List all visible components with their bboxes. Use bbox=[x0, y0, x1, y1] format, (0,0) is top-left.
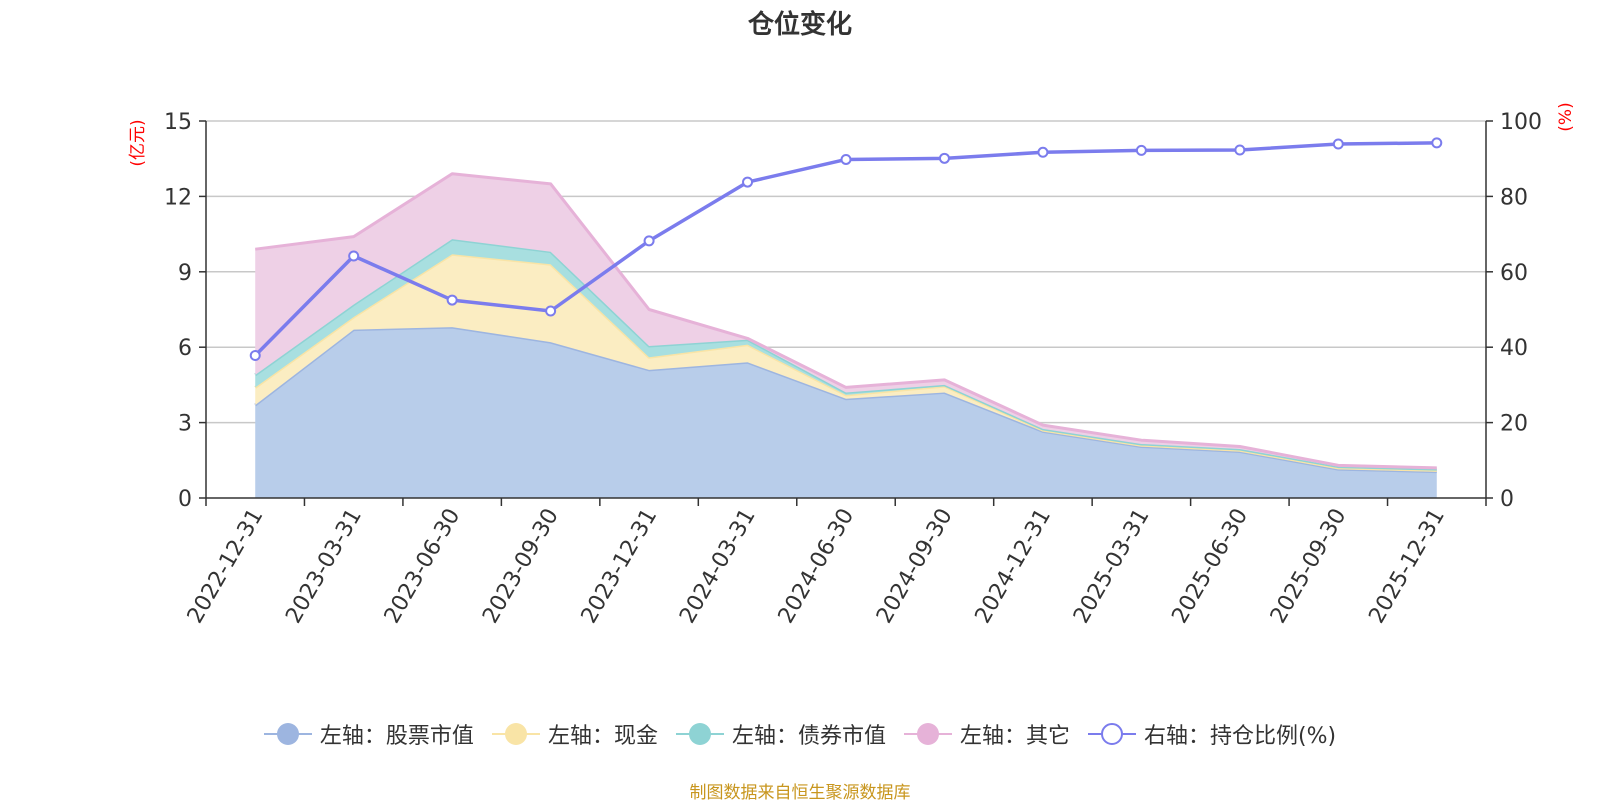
x-axis-tick-label: 2024-12-31 bbox=[971, 505, 1057, 628]
ratio-point bbox=[1431, 137, 1443, 149]
x-axis-tick-label: 2023-03-31 bbox=[281, 505, 367, 628]
legend-ratio-icon bbox=[1087, 722, 1136, 746]
left-axis-tick-label: 0 bbox=[178, 487, 192, 512]
legend-stock-label: 左轴：股票市值 bbox=[319, 724, 474, 749]
chart-title: 仓位变化 bbox=[747, 10, 852, 40]
ratio-point bbox=[348, 250, 360, 262]
right-axis-tick-label: 60 bbox=[1500, 261, 1528, 286]
right-axis-unit: (%) bbox=[1556, 102, 1576, 131]
x-axis-tick-label: 2024-09-30 bbox=[872, 505, 958, 628]
legend-item-bond[interactable]: 左轴：债券市值 bbox=[675, 718, 886, 750]
ratio-point bbox=[446, 294, 458, 306]
right-axis-tick-label: 0 bbox=[1500, 487, 1514, 512]
data-source: 制图数据来自恒生聚源数据库 bbox=[689, 783, 911, 803]
ratio-point bbox=[938, 152, 950, 164]
legend-item-stock[interactable]: 左轴：股票市值 bbox=[263, 718, 474, 750]
x-axis-tick-label: 2023-09-30 bbox=[478, 505, 564, 628]
area-series-3 bbox=[255, 173, 1437, 470]
x-axis-tick-label: 2023-06-30 bbox=[380, 504, 466, 627]
ratio-point bbox=[840, 153, 852, 165]
legend-other-icon bbox=[903, 722, 952, 746]
x-axis-tick-label: 2025-03-31 bbox=[1069, 505, 1155, 628]
right-axis-tick-label: 20 bbox=[1500, 412, 1528, 437]
legend-item-other[interactable]: 左轴：其它 bbox=[903, 718, 1070, 750]
ratio-point bbox=[1332, 138, 1344, 150]
left-axis-tick-label: 9 bbox=[178, 261, 192, 286]
ratio-point bbox=[1135, 144, 1147, 156]
right-axis-tick-label: 40 bbox=[1500, 336, 1528, 361]
x-axis-tick-label: 2024-03-31 bbox=[675, 505, 761, 628]
ratio-point bbox=[643, 235, 655, 247]
legend: 左轴：股票市值 左轴：现金 左轴：债券市值 左轴：其它 右轴：持仓比例(%) bbox=[0, 718, 1600, 750]
x-axis-tick-label: 2022-12-31 bbox=[183, 505, 269, 628]
ratio-point bbox=[1037, 146, 1049, 158]
ratio-point bbox=[1234, 144, 1246, 156]
x-axis-tick-label: 2023-12-31 bbox=[577, 505, 663, 628]
ratio-point bbox=[742, 176, 754, 188]
legend-bond-label: 左轴：债券市值 bbox=[731, 724, 886, 749]
area-series-0 bbox=[255, 327, 1437, 498]
left-axis-unit: (亿元) bbox=[128, 119, 148, 166]
legend-other-label: 左轴：其它 bbox=[959, 724, 1070, 749]
legend-ratio-label: 右轴：持仓比例(%) bbox=[1143, 724, 1337, 749]
x-axis-tick-label: 2025-09-30 bbox=[1266, 505, 1352, 628]
left-axis-tick-label: 6 bbox=[178, 336, 192, 361]
x-axis-tick-label: 2025-06-30 bbox=[1167, 505, 1253, 628]
left-axis-tick-label: 3 bbox=[178, 412, 192, 437]
legend-bond-icon bbox=[675, 722, 724, 746]
ratio-point bbox=[545, 305, 557, 317]
ratio-point bbox=[249, 349, 261, 361]
right-axis-tick-label: 80 bbox=[1500, 185, 1528, 210]
legend-item-cash[interactable]: 左轴：现金 bbox=[491, 718, 658, 750]
legend-item-ratio[interactable]: 右轴：持仓比例(%) bbox=[1087, 718, 1337, 750]
legend-cash-icon bbox=[491, 722, 540, 746]
x-axis-tick-label: 2025-12-31 bbox=[1364, 505, 1450, 628]
right-axis-tick-label: 100 bbox=[1500, 110, 1542, 135]
legend-cash-label: 左轴：现金 bbox=[547, 724, 658, 749]
left-axis-tick-label: 12 bbox=[164, 185, 192, 210]
legend-stock-icon bbox=[263, 722, 312, 746]
x-axis-tick-label: 2024-06-30 bbox=[774, 505, 860, 628]
area-series-edge-3 bbox=[255, 172, 1437, 470]
left-axis-tick-label: 15 bbox=[164, 110, 192, 135]
